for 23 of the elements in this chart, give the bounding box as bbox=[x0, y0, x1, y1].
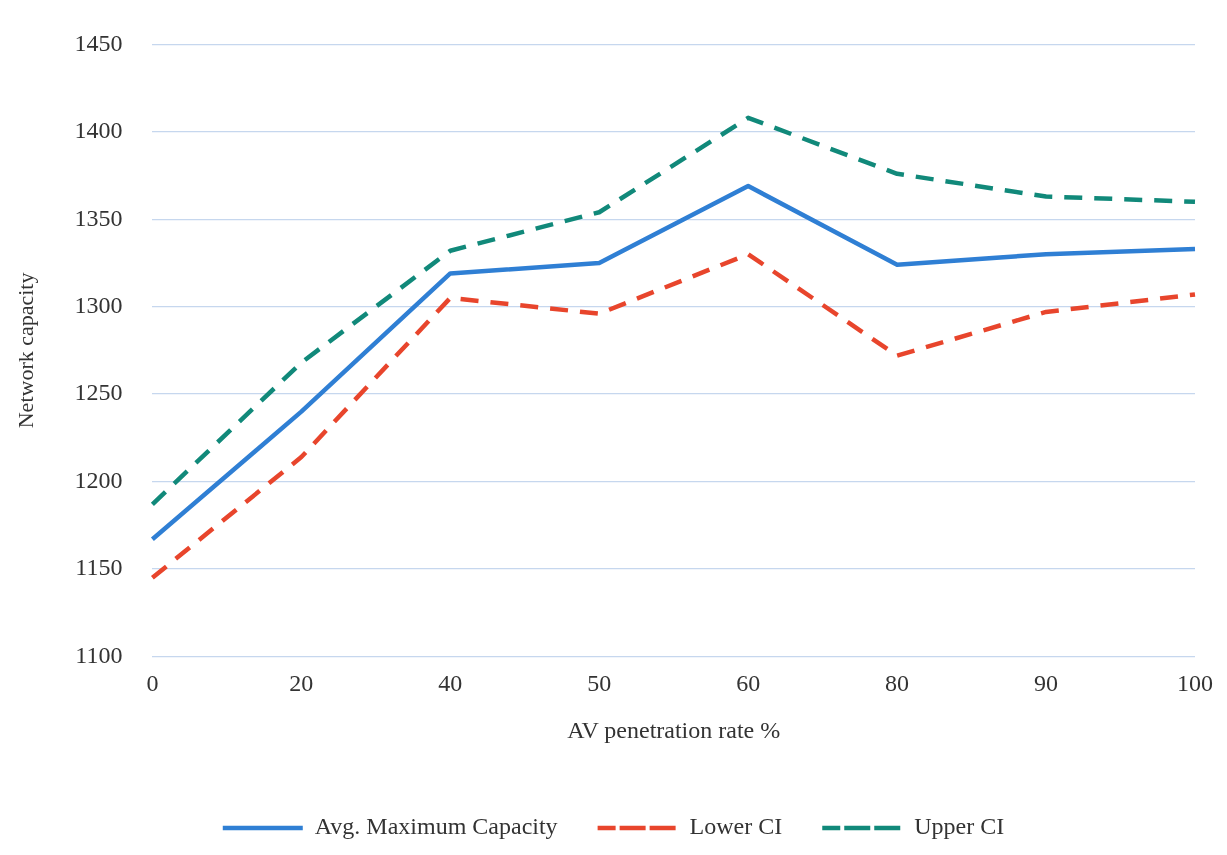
x-axis-title: AV penetration rate % bbox=[567, 716, 781, 743]
line-series bbox=[150, 251, 1198, 580]
legend-label: Upper CI bbox=[914, 813, 1005, 840]
x-tick-label: 60 bbox=[736, 670, 761, 697]
x-tick-label: 20 bbox=[289, 670, 314, 697]
legend-label: Avg. Maximum Capacity bbox=[314, 813, 558, 840]
x-tick-label: 40 bbox=[438, 670, 463, 697]
y-tick-label: 1250 bbox=[74, 379, 123, 406]
y-tick-label: 1100 bbox=[75, 641, 123, 668]
x-tick-label: 80 bbox=[885, 670, 910, 697]
legend-label: Lower CI bbox=[689, 813, 783, 840]
x-tick-label: 90 bbox=[1034, 670, 1059, 697]
y-tick-label: 1300 bbox=[74, 291, 123, 318]
line-series bbox=[150, 115, 1198, 507]
y-tick-label: 1450 bbox=[74, 29, 123, 56]
y-tick-label: 1150 bbox=[75, 554, 123, 581]
y-axis-title: Network capacity bbox=[12, 272, 38, 429]
x-tick-label: 50 bbox=[587, 670, 612, 697]
x-tick-label: 0 bbox=[146, 670, 159, 697]
y-tick-label: 1200 bbox=[74, 466, 123, 493]
x-tick-label: 100 bbox=[1177, 670, 1213, 697]
y-tick-label: 1350 bbox=[74, 204, 123, 231]
y-tick-label: 1400 bbox=[74, 117, 123, 144]
